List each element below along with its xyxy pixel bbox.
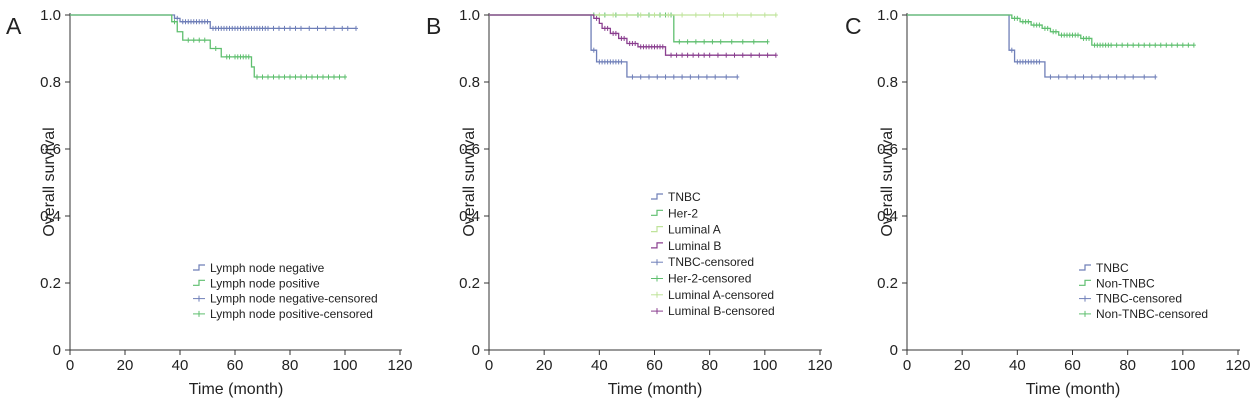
panel-a: A Overall survival Time (month) 0 20 40 60 8… <box>6 7 413 398</box>
legend-line-symbol <box>651 193 663 200</box>
legend-line-symbol <box>651 209 663 216</box>
y-tick-label: 0 <box>53 342 61 359</box>
panel-a-x-axis-title: Time (month) <box>189 381 284 398</box>
y-tick-label: 0.2 <box>40 275 61 292</box>
legend-label: Non-TNBC <box>1096 276 1155 290</box>
x-tick-label: 20 <box>954 357 971 374</box>
legend-label: Her-2-censored <box>668 272 751 286</box>
legend-label: Luminal B <box>668 239 721 253</box>
legend-label: TNBC-censored <box>1096 292 1182 306</box>
panel-c: C Overall survival Time (month) 0 20 40 60 8… <box>845 7 1251 398</box>
x-tick-label: 0 <box>485 357 493 374</box>
y-tick-label: 1.0 <box>877 7 898 24</box>
legend-label: Lymph node negative <box>210 261 325 275</box>
y-tick-label: 0.8 <box>40 74 61 91</box>
legend-label: Lymph node positive-censored <box>210 307 373 321</box>
legend-label: TNBC <box>668 190 701 204</box>
panel-a-label: A <box>6 13 22 39</box>
y-tick-label: 0 <box>472 342 480 359</box>
survival-curve-tnbc <box>489 14 738 78</box>
legend-label: Luminal B-censored <box>668 304 775 318</box>
legend-line-symbol <box>193 264 205 271</box>
panel-a-plot-area: 0 20 40 60 80 100 120 0 0.2 0.4 0.6 0.8 1.0 <box>40 7 412 374</box>
legend-label: Lymph node positive <box>210 276 320 290</box>
legend-label: Luminal A <box>668 223 721 237</box>
panel-b-y-axis-title: Overall survival <box>461 127 478 236</box>
y-tick-label: 0.2 <box>459 275 480 292</box>
x-tick-label: 40 <box>591 357 608 374</box>
x-tick-label: 40 <box>172 357 189 374</box>
x-tick-label: 40 <box>1009 357 1026 374</box>
panel-c-x-axis-title: Time (month) <box>1026 381 1121 398</box>
y-tick-label: 0.8 <box>877 74 898 91</box>
survival-curve-tnbc <box>907 14 1156 78</box>
x-tick-label: 0 <box>903 357 911 374</box>
y-tick-label: 1.0 <box>40 7 61 24</box>
y-tick-label: 0.4 <box>40 208 61 225</box>
y-tick-label: 0.6 <box>40 141 61 158</box>
x-tick-label: 60 <box>227 357 244 374</box>
legend-line-symbol <box>1079 279 1091 286</box>
panel-b-label: B <box>426 13 441 39</box>
x-tick-label: 20 <box>536 357 553 374</box>
y-tick-label: 0.4 <box>877 208 898 225</box>
x-tick-label: 120 <box>387 357 412 374</box>
legend-label: Non-TNBC-censored <box>1096 307 1208 321</box>
legend-line-symbol <box>1079 264 1091 271</box>
panel-b-x-axis-title: Time (month) <box>608 381 703 398</box>
x-tick-label: 0 <box>66 357 74 374</box>
panel-a-y-axis-title: Overall survival <box>41 127 58 236</box>
x-tick-label: 120 <box>807 357 832 374</box>
x-tick-label: 80 <box>282 357 299 374</box>
y-tick-label: 1.0 <box>459 7 480 24</box>
x-tick-label: 100 <box>1170 357 1195 374</box>
legend-label: Lymph node negative-censored <box>210 292 378 306</box>
x-tick-label: 20 <box>117 357 134 374</box>
legend-label: Luminal A-censored <box>668 288 774 302</box>
y-tick-label: 0.6 <box>459 141 480 158</box>
panel-b: B Overall survival Time (month) 0 20 40 60 8… <box>426 7 833 398</box>
legend-line-symbol <box>193 279 205 286</box>
panel-b-plot-area: 0 20 40 60 80 100 120 0 0.2 0.4 0.6 0.8 1.0 <box>459 7 832 374</box>
y-tick-label: 0.4 <box>459 208 480 225</box>
legend-label: TNBC-censored <box>668 255 754 269</box>
legend-label: TNBC <box>1096 261 1129 275</box>
x-tick-label: 100 <box>332 357 357 374</box>
y-tick-label: 0 <box>890 342 898 359</box>
panel-c-y-axis-title: Overall survival <box>879 127 896 236</box>
legend-label: Her-2 <box>668 206 698 220</box>
x-tick-label: 80 <box>701 357 718 374</box>
x-tick-label: 120 <box>1225 357 1250 374</box>
legend-line-symbol <box>651 242 663 249</box>
panel-c-plot-area: 0 20 40 60 80 100 120 0 0.2 0.4 0.6 0.8 1.0 <box>877 7 1250 374</box>
x-tick-label: 100 <box>752 357 777 374</box>
x-tick-label: 60 <box>646 357 663 374</box>
panel-c-label: C <box>845 13 862 39</box>
legend-line-symbol <box>651 226 663 233</box>
y-tick-label: 0.8 <box>459 74 480 91</box>
y-tick-label: 0.6 <box>877 141 898 158</box>
x-tick-label: 80 <box>1119 357 1136 374</box>
panel-b-legend: TNBC Her-2 Luminal A Luminal B TNBC-censored… <box>651 190 775 318</box>
y-tick-label: 0.2 <box>877 275 898 292</box>
x-tick-label: 60 <box>1064 357 1081 374</box>
survival-curve-lymph-node-negative <box>70 14 356 30</box>
